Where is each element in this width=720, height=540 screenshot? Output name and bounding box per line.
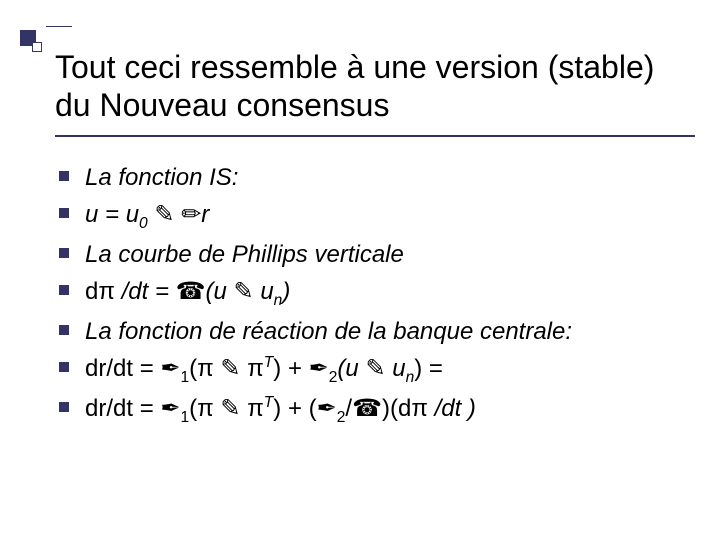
symbol-icon: ✒ <box>160 395 180 422</box>
bullet-text: ( <box>189 395 197 422</box>
bullet-item: u = u0 ✎ ✏r <box>85 196 695 236</box>
deco-square-outline <box>32 42 42 52</box>
bullet-text: ( <box>189 355 197 382</box>
deco-line <box>46 26 72 27</box>
bullet-text: La fonction de réaction de la banque cen… <box>85 318 572 345</box>
subscript: 1 <box>180 409 189 426</box>
bullet-text: )(d <box>382 395 411 422</box>
bullet-item: dr/dt = ✒1(π ✎ πT) + (✒2/☎)(dπ /dt ) <box>85 390 695 430</box>
symbol-icon: ✒ <box>317 395 337 422</box>
bullet-text: La fonction IS: <box>85 164 238 191</box>
bullet-text: /dt ) <box>428 395 476 422</box>
symbol-icon: ✒ <box>160 355 180 382</box>
slide-content: Tout ceci ressemble à une version (stabl… <box>55 48 695 430</box>
subscript: 0 <box>139 215 148 232</box>
subscript: n <box>406 369 415 386</box>
symbol-icon: ✎ <box>234 278 254 305</box>
bullet-text: (u <box>337 355 365 382</box>
bullet-text: u <box>254 278 274 305</box>
bullet-text: u <box>386 355 406 382</box>
bullet-text: /dt = <box>115 278 176 305</box>
symbol-icon: ☎ <box>352 395 382 422</box>
pi-symbol: π <box>411 395 428 422</box>
bullet-text: dr/dt = <box>85 355 160 382</box>
bullet-text: u = u <box>85 201 139 228</box>
bullet-text: La courbe de Phillips verticale <box>85 241 404 268</box>
bullet-list: La fonction IS: u = u0 ✎ ✏r La courbe de… <box>55 159 695 430</box>
bullet-item: dr/dt = ✒1(π ✎ πT) + ✒2(u ✎ un) = <box>85 350 695 390</box>
bullet-item: La courbe de Phillips verticale <box>85 236 695 273</box>
superscript: T <box>264 394 274 411</box>
symbol-icon: ✎ <box>365 355 385 382</box>
pi-symbol: π <box>247 395 264 422</box>
pi-symbol: π <box>98 278 115 305</box>
symbol-icon: ✎ <box>154 201 174 228</box>
bullet-item: La fonction IS: <box>85 159 695 196</box>
pi-symbol: π <box>247 355 264 382</box>
bullet-text: (u <box>206 278 234 305</box>
bullet-text: ) + ( <box>273 395 316 422</box>
bullet-item: dπ /dt = ☎(u ✎ un) <box>85 273 695 313</box>
symbol-icon: ✎ <box>220 395 240 422</box>
superscript: T <box>264 354 274 371</box>
pi-symbol: π <box>197 395 214 422</box>
bullet-item: La fonction de réaction de la banque cen… <box>85 313 695 350</box>
bullet-text: ) <box>282 278 290 305</box>
pi-symbol: π <box>197 355 214 382</box>
symbol-icon: ☎ <box>176 278 206 305</box>
bullet-text: ) + <box>273 355 308 382</box>
bullet-text: d <box>85 278 98 305</box>
symbol-icon: ✎ <box>220 355 240 382</box>
symbol-icon: ✏ <box>181 201 201 228</box>
bullet-text: r <box>201 201 209 228</box>
slide-title: Tout ceci ressemble à une version (stabl… <box>55 48 695 137</box>
subscript: 1 <box>180 369 189 386</box>
bullet-text: ) = <box>414 355 443 382</box>
symbol-icon: ✒ <box>309 355 329 382</box>
bullet-text: dr/dt = <box>85 395 160 422</box>
